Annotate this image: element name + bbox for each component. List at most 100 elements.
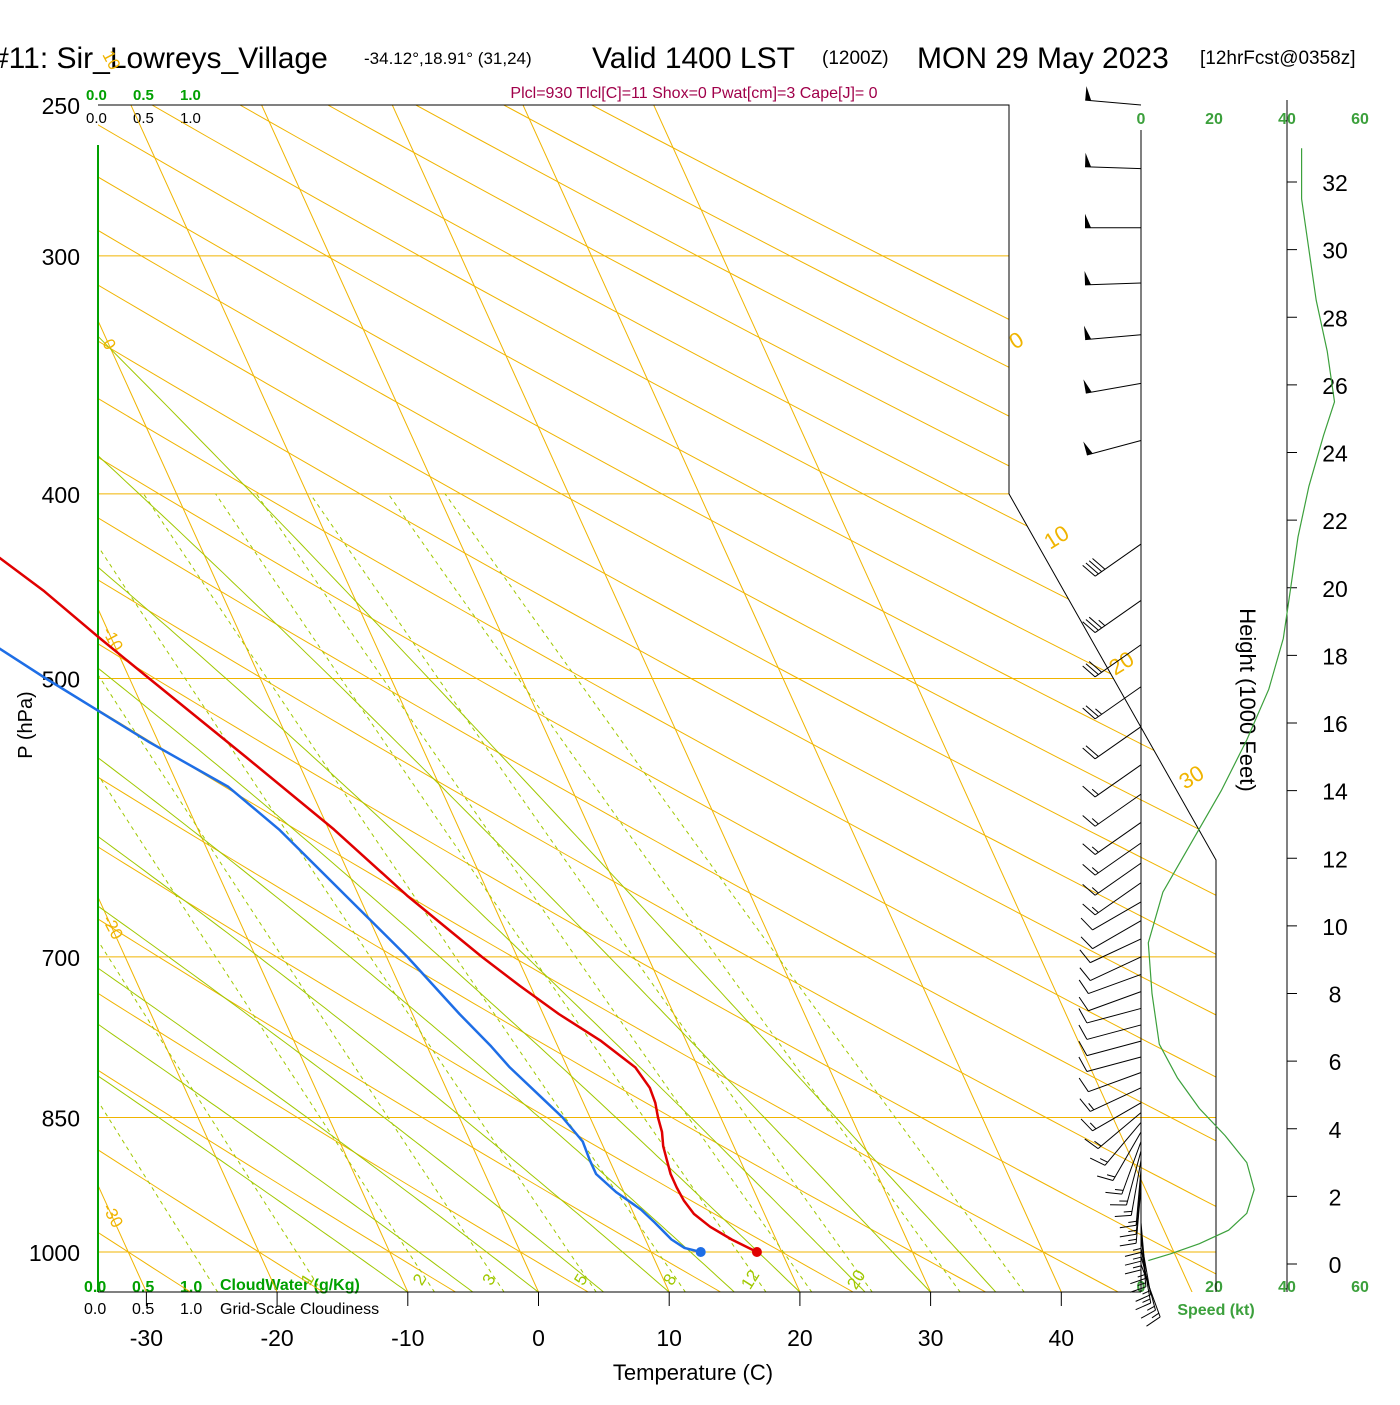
isotherm-label: -20 [98, 912, 126, 943]
moist-adiabat-line [0, 71, 865, 1292]
height-tick-label: 6 [1329, 1049, 1342, 1075]
isotherm-line [361, 36, 931, 1292]
wind-barb [1079, 1025, 1141, 1039]
isotherm-line [0, 36, 408, 1292]
height-tick-label: 12 [1322, 846, 1348, 872]
height-tick-label: 10 [1322, 914, 1348, 940]
forecast-label: [12hrFcst@0358z] [1200, 48, 1356, 69]
dry-adiabat-line [0, 36, 1400, 1300]
surface-temperature-point [752, 1247, 762, 1257]
mixing-ratio-label: 3 [478, 1270, 499, 1288]
mixing-ratio-line [144, 494, 686, 1293]
temperature-tick-label: -30 [130, 1325, 163, 1351]
mixing-ratio-line [256, 494, 812, 1293]
cloudwater-tick-top: 1.0 [180, 87, 201, 104]
isotherm-label-right: 30 [1174, 760, 1208, 794]
cloudiness-tick-bottom: 0.0 [84, 1301, 106, 1318]
wind-barb [1080, 939, 1141, 963]
cloudwater-tick-bottom: 0.5 [132, 1279, 154, 1296]
cloudwater-label: CloudWater (g/Kg) [220, 1277, 360, 1294]
dry-adiabat-line [0, 36, 735, 1300]
wind-barb [1083, 727, 1141, 759]
wind-barb [1079, 1041, 1141, 1055]
height-tick-label: 16 [1322, 711, 1348, 737]
wind-barb [1081, 921, 1141, 949]
pressure-tick-label: 250 [42, 93, 80, 119]
temperature-tick-label: 30 [918, 1325, 944, 1351]
speed-tick-top: 20 [1205, 111, 1223, 128]
cloudwater-tick-top: 0.0 [86, 87, 107, 104]
moist-adiabat-line [0, 71, 735, 1292]
cloudwater-tick-top: 0.5 [133, 87, 154, 104]
wind-barb [1085, 86, 1141, 105]
moist-adiabat-line [0, 71, 996, 1292]
wind-barb [1083, 687, 1141, 719]
isotherm-line [0, 36, 539, 1292]
speed-tick-top: 0 [1137, 111, 1146, 128]
wind-barb [1083, 379, 1141, 393]
isotherm-label-right: 10 [1039, 520, 1073, 554]
cloudiness-tick-bottom: 0.5 [132, 1301, 154, 1318]
dry-adiabat-line [0, 36, 1400, 1300]
dry-adiabat-line [0, 36, 1400, 1300]
mixing-ratio-label: 12 [737, 1266, 763, 1292]
wind-barb [1079, 1073, 1141, 1092]
dry-adiabat-line [0, 36, 1400, 1300]
temperature-tick-label: 20 [787, 1325, 813, 1351]
dry-adiabat-line [0, 36, 1400, 1300]
wind-barb [1085, 153, 1141, 169]
isotherm-line [0, 36, 16, 1292]
mixing-ratio-line [445, 494, 1024, 1293]
isotherm-line [492, 36, 1062, 1292]
cloud-scale-top: 0.0 0.5 1.0 0.0 0.5 1.0 [86, 87, 201, 127]
height-tick-label: 32 [1322, 170, 1348, 196]
cloudwater-tick-bottom: 0.0 [84, 1279, 106, 1296]
dry-adiabat-line [0, 36, 1267, 1300]
pressure-tick-label: 1000 [29, 1240, 80, 1266]
speed-tick-bottom: 20 [1205, 1279, 1223, 1296]
mixing-ratio-line [0, 494, 218, 1293]
wind-barb [1083, 883, 1141, 915]
isotherm-label-right: 20 [1104, 646, 1138, 680]
dry-adiabat-line [0, 36, 1400, 1300]
temperature-tick-label: 40 [1049, 1325, 1075, 1351]
cloud-scale-bottom: 0.0 0.5 1.0 CloudWater (g/Kg) 0.0 0.5 1.… [84, 1277, 379, 1318]
wind-barb [1081, 1103, 1141, 1131]
isotherm-label: -30 [98, 1200, 126, 1231]
sounding-series [0, 153, 762, 1257]
temperature-tick-label: 10 [656, 1325, 682, 1351]
dry-adiabat-line [0, 36, 1400, 1300]
valid-zulu: (1200Z) [822, 48, 889, 69]
background-grid [0, 36, 1400, 1300]
height-tick-label: 2 [1329, 1184, 1342, 1210]
dry-adiabat-line [119, 36, 1400, 1300]
cloudiness-tick-top: 0.5 [133, 110, 154, 127]
mixing-ratio-line [0, 494, 504, 1293]
isotherm-line [100, 36, 670, 1292]
mixing-ratio-line [0, 494, 322, 1293]
dry-adiabat-line [33, 36, 1400, 1300]
height-tick-label: 28 [1322, 305, 1348, 331]
height-tick-label: 30 [1322, 238, 1348, 264]
dry-adiabat-line [0, 36, 1400, 1300]
dry-adiabat-line [0, 36, 1001, 1300]
height-tick-label: 22 [1322, 508, 1348, 534]
height-tick-label: 26 [1322, 373, 1348, 399]
station-title: #11: Sir_Lowreys_Village [0, 42, 328, 75]
pressure-tick-label: 400 [42, 482, 80, 508]
wind-barb [1084, 326, 1141, 340]
wind-barb [1083, 843, 1141, 875]
dry-adiabat-line [0, 36, 602, 1300]
wind-barb [1083, 600, 1141, 632]
height-tick-label: 18 [1322, 643, 1348, 669]
cloudiness-tick-top: 1.0 [180, 110, 201, 127]
sounding-params: Plcl=930 Tlcl[C]=11 Shox=0 Pwat[cm]=3 Ca… [510, 85, 877, 102]
wind-barb [1079, 992, 1141, 1011]
temperature-tick-label: -20 [260, 1325, 293, 1351]
wind-barb [1085, 214, 1141, 228]
valid-time: Valid 1400 LST [592, 42, 795, 75]
